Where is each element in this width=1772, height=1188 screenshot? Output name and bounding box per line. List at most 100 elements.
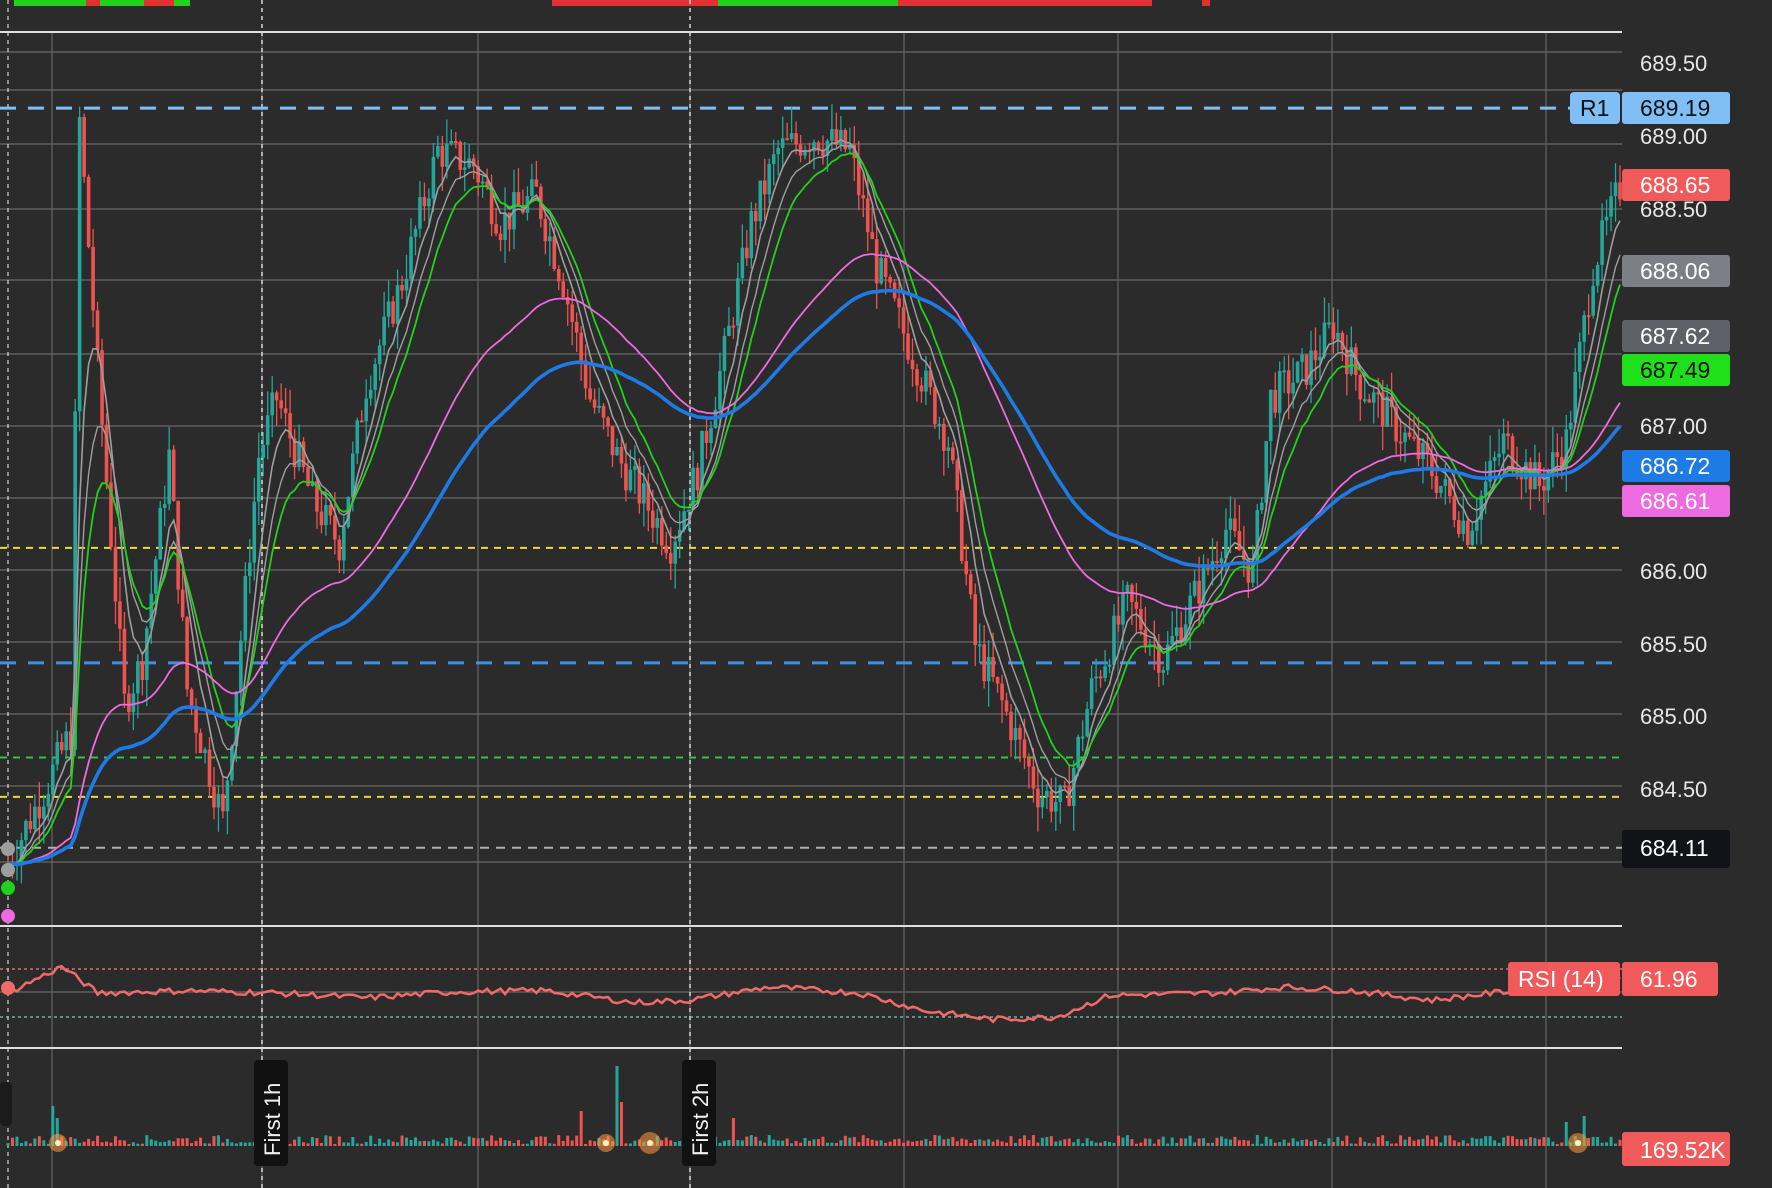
volume-bar	[1152, 1143, 1156, 1146]
volume-bar	[1502, 1137, 1506, 1146]
candle-body	[100, 350, 104, 425]
candle-body	[1076, 736, 1080, 768]
candle-body	[503, 212, 507, 240]
volume-bar	[1287, 1142, 1291, 1146]
r1-badge[interactable]: R1 689.19	[1570, 92, 1730, 124]
candle-body	[279, 400, 283, 409]
volume-bar	[857, 1142, 861, 1146]
rsi-badge[interactable]: RSI (14) 61.96	[1508, 962, 1718, 996]
volume-bar	[955, 1141, 959, 1146]
svg-text:First 2h: First 2h	[688, 1083, 713, 1156]
candle-body	[619, 446, 624, 464]
candle-body	[1618, 182, 1622, 200]
price-levels[interactable]	[0, 106, 1622, 849]
candle-body	[109, 482, 113, 547]
rsi-line[interactable]	[7, 964, 1621, 1024]
volume-bar	[490, 1135, 494, 1146]
candle-body	[852, 144, 857, 159]
signal-strip	[14, 0, 1210, 6]
candle-body	[1367, 399, 1372, 403]
volume-bar	[1081, 1143, 1085, 1146]
candle-body	[1036, 788, 1040, 808]
candle-body	[789, 133, 794, 140]
volume-bar	[1309, 1141, 1313, 1146]
gray-ma-badge-2[interactable]: 687.62	[1622, 320, 1730, 352]
volume-bar	[1345, 1135, 1349, 1146]
volume-bar	[1242, 1139, 1246, 1146]
volume-bar	[82, 1141, 86, 1146]
volume-bar	[772, 1139, 776, 1146]
rsi-pane[interactable]	[0, 964, 1622, 1024]
level-dark-badge[interactable]: 684.11	[1622, 830, 1730, 868]
volume-bar	[861, 1135, 865, 1146]
volume-bar	[964, 1139, 968, 1146]
last-price-badge[interactable]: 688.65	[1622, 169, 1730, 201]
volume-bar	[1390, 1143, 1394, 1146]
candle-body	[1609, 196, 1613, 217]
volume-bar	[1466, 1143, 1470, 1146]
volume-bar	[557, 1135, 561, 1146]
volume-bar	[203, 1143, 207, 1146]
candle-body	[583, 360, 588, 389]
blue-ma-badge[interactable]: 686.72	[1622, 450, 1730, 482]
volume-bar	[593, 1141, 597, 1146]
candle-body	[762, 180, 767, 195]
candle-body	[1380, 392, 1385, 427]
volume-bar	[122, 1140, 126, 1146]
gray-ma-badge-1[interactable]: 688.06	[1622, 255, 1730, 287]
volume-bar	[172, 1141, 176, 1146]
volume-bar	[1049, 1136, 1053, 1146]
candle-body	[436, 145, 440, 157]
moving-averages[interactable]	[7, 138, 1622, 866]
candle-body	[42, 806, 46, 819]
volume-bar	[852, 1136, 856, 1146]
candle-body	[1031, 766, 1036, 789]
r1-value: 689.19	[1640, 95, 1710, 121]
volume-bar	[1027, 1139, 1031, 1146]
volume-badge[interactable]: 169.52K	[1622, 1132, 1730, 1166]
volume-bar	[1618, 1139, 1622, 1146]
candle-body	[771, 154, 776, 165]
candle-body	[964, 561, 969, 575]
volume-bar	[37, 1136, 41, 1146]
volume-bar	[476, 1138, 480, 1146]
candle-body	[68, 731, 73, 750]
volume-bar	[530, 1140, 534, 1146]
volume-bar	[911, 1141, 915, 1146]
candle-body	[933, 387, 937, 425]
volume-bar	[154, 1140, 158, 1146]
candle-body	[1300, 354, 1304, 362]
volume-bar	[485, 1140, 489, 1146]
candle-body	[413, 228, 418, 237]
candle-body	[274, 392, 279, 401]
candle-body	[977, 644, 982, 647]
volume-bar	[839, 1140, 843, 1146]
volume-bar	[1161, 1136, 1165, 1146]
candle-body	[319, 511, 324, 526]
volume-bar	[216, 1135, 220, 1146]
volume-bar	[302, 1142, 306, 1146]
candle-body	[986, 656, 991, 682]
volume-bar	[758, 1140, 762, 1146]
candle-body	[1286, 370, 1291, 394]
volume-bar	[1134, 1143, 1138, 1146]
volume-bar	[978, 1139, 982, 1146]
candle-body	[458, 141, 463, 170]
candlesticks[interactable]	[6, 104, 1622, 884]
candle-body	[973, 594, 977, 645]
volume-bar	[870, 1139, 874, 1146]
candle-body	[718, 371, 722, 410]
session-label-first-1h: First 1h	[254, 1060, 288, 1166]
candle-body	[1295, 361, 1300, 383]
green-ma-badge[interactable]: 687.49	[1622, 354, 1730, 386]
candle-body	[1470, 530, 1475, 545]
pink-ma-badge[interactable]: 686.61	[1622, 485, 1730, 517]
candle-body	[1045, 790, 1049, 798]
candle-body	[46, 793, 51, 807]
candle-body	[588, 388, 592, 400]
price-axis-labels: 689.50 689.00 688.50 687.00 686.00 685.5…	[1640, 51, 1707, 802]
candle-body	[937, 423, 942, 426]
volume-bar	[1542, 1137, 1546, 1146]
